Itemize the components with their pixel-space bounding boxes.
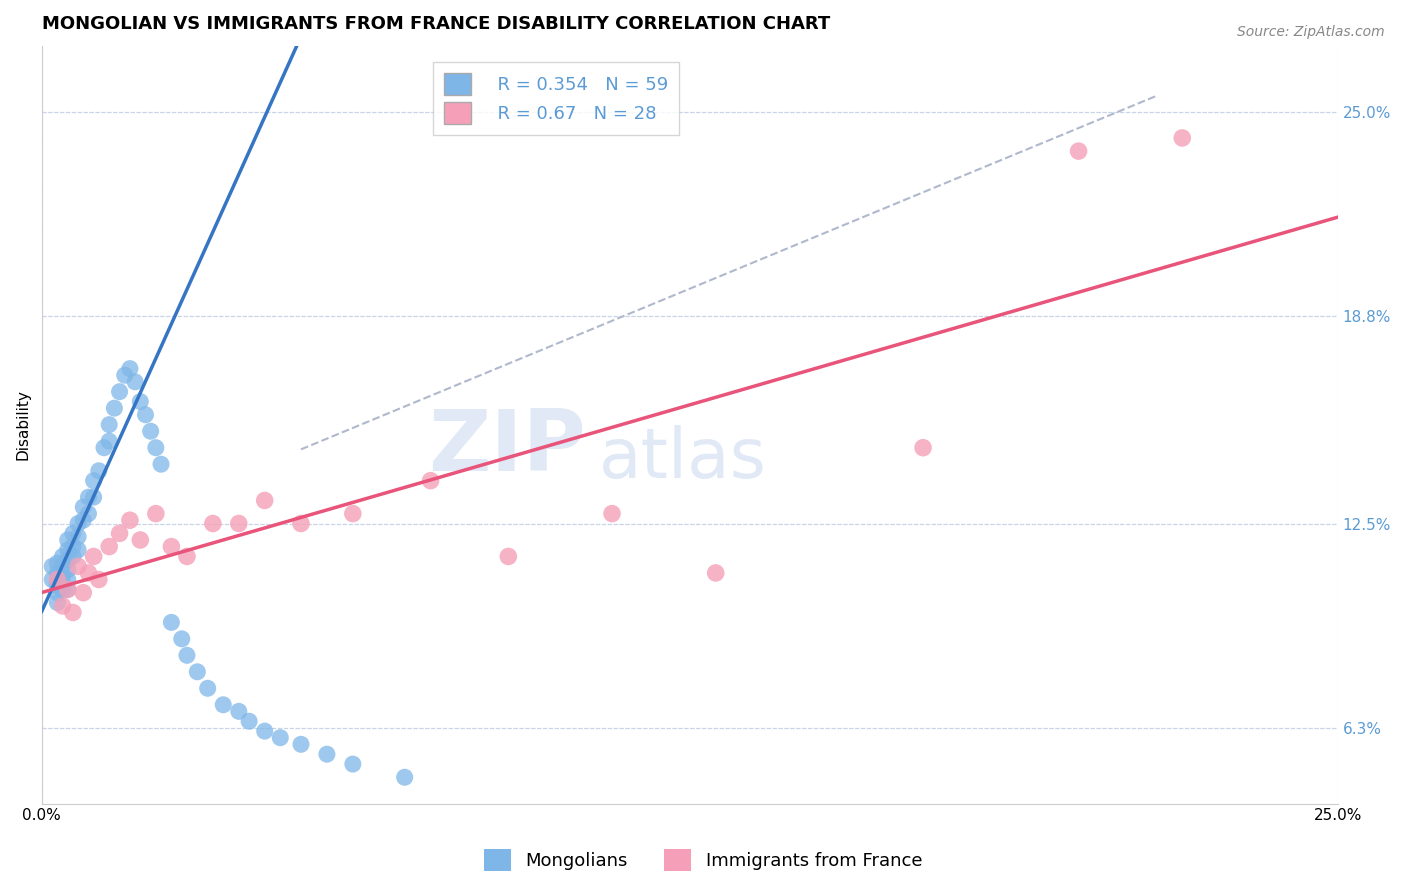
Point <box>600 507 623 521</box>
Point <box>77 490 100 504</box>
Point <box>56 563 79 577</box>
Point <box>197 681 219 696</box>
Point <box>77 507 100 521</box>
Point <box>41 573 63 587</box>
Point <box>118 513 141 527</box>
Text: Source: ZipAtlas.com: Source: ZipAtlas.com <box>1237 25 1385 39</box>
Point <box>67 559 90 574</box>
Point <box>108 526 131 541</box>
Point <box>253 724 276 739</box>
Point <box>253 493 276 508</box>
Y-axis label: Disability: Disability <box>15 389 30 460</box>
Point <box>170 632 193 646</box>
Text: ZIP: ZIP <box>429 406 586 489</box>
Legend:   R = 0.354   N = 59,   R = 0.67   N = 28: R = 0.354 N = 59, R = 0.67 N = 28 <box>433 62 679 136</box>
Point <box>134 408 156 422</box>
Point <box>108 384 131 399</box>
Point <box>51 599 73 613</box>
Point <box>290 737 312 751</box>
Point <box>51 549 73 564</box>
Point <box>124 375 146 389</box>
Point <box>46 573 69 587</box>
Point <box>498 549 520 564</box>
Point <box>212 698 235 712</box>
Point <box>139 424 162 438</box>
Point <box>114 368 136 383</box>
Point <box>176 648 198 663</box>
Point <box>67 530 90 544</box>
Point <box>176 549 198 564</box>
Point <box>56 573 79 587</box>
Point <box>46 556 69 570</box>
Point <box>67 516 90 531</box>
Point <box>160 540 183 554</box>
Text: atlas: atlas <box>599 425 766 492</box>
Point <box>118 361 141 376</box>
Point <box>62 526 84 541</box>
Point <box>269 731 291 745</box>
Point <box>704 566 727 580</box>
Legend: Mongolians, Immigrants from France: Mongolians, Immigrants from France <box>477 842 929 879</box>
Point <box>1171 131 1194 145</box>
Point <box>160 615 183 630</box>
Point <box>46 585 69 599</box>
Point <box>56 533 79 547</box>
Point <box>93 441 115 455</box>
Point <box>150 457 173 471</box>
Point <box>51 575 73 590</box>
Point <box>129 394 152 409</box>
Point <box>62 549 84 564</box>
Point <box>316 747 339 762</box>
Point <box>72 513 94 527</box>
Point <box>342 757 364 772</box>
Point <box>87 464 110 478</box>
Point <box>46 596 69 610</box>
Point <box>290 516 312 531</box>
Point <box>56 542 79 557</box>
Point <box>67 542 90 557</box>
Point <box>83 474 105 488</box>
Point <box>72 500 94 514</box>
Point <box>186 665 208 679</box>
Point <box>228 516 250 531</box>
Point <box>394 770 416 784</box>
Point <box>51 559 73 574</box>
Point <box>1067 144 1090 158</box>
Point <box>56 582 79 597</box>
Point <box>56 582 79 597</box>
Point <box>83 549 105 564</box>
Point <box>419 474 441 488</box>
Point <box>238 714 260 729</box>
Point <box>145 507 167 521</box>
Point <box>41 559 63 574</box>
Point <box>201 516 224 531</box>
Point <box>129 533 152 547</box>
Point <box>62 540 84 554</box>
Point <box>72 585 94 599</box>
Point <box>56 553 79 567</box>
Point <box>98 417 121 432</box>
Point <box>228 704 250 718</box>
Point <box>51 582 73 597</box>
Point <box>46 579 69 593</box>
Point <box>46 575 69 590</box>
Point <box>62 606 84 620</box>
Point <box>145 441 167 455</box>
Point <box>98 434 121 449</box>
Point <box>98 540 121 554</box>
Point <box>83 490 105 504</box>
Point <box>77 566 100 580</box>
Point <box>912 441 935 455</box>
Point <box>342 507 364 521</box>
Point <box>103 401 125 416</box>
Point <box>51 569 73 583</box>
Point <box>46 566 69 580</box>
Text: MONGOLIAN VS IMMIGRANTS FROM FRANCE DISABILITY CORRELATION CHART: MONGOLIAN VS IMMIGRANTS FROM FRANCE DISA… <box>42 15 830 33</box>
Point <box>87 573 110 587</box>
